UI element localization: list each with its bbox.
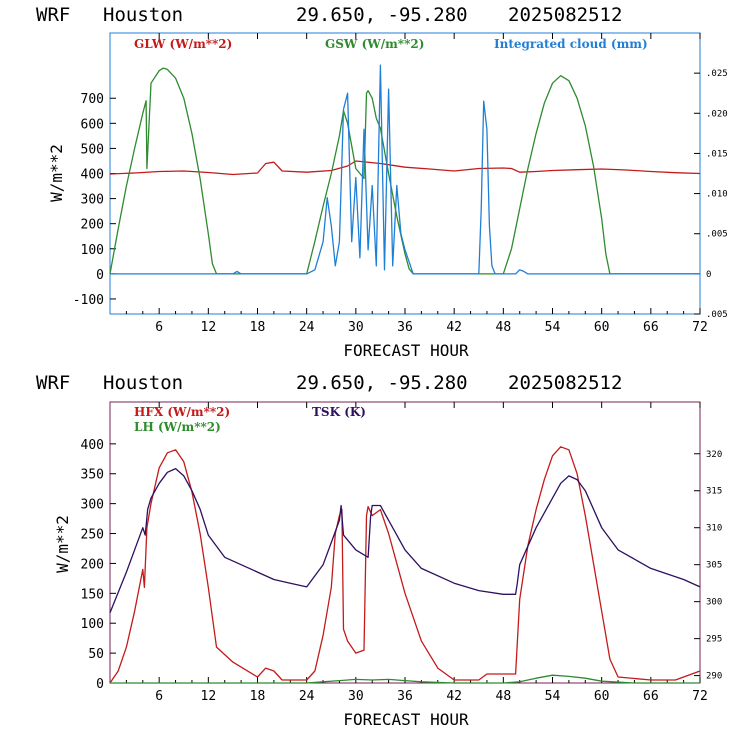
- series-line-red: [109, 160, 701, 176]
- y2-tick-label: 300: [706, 598, 722, 608]
- header-run-2: 2025082512: [508, 372, 622, 394]
- y2-tick-label: .005: [706, 230, 728, 240]
- x-tick-label: 18: [250, 689, 266, 704]
- series-line-green: [110, 674, 700, 684]
- series-line-red: [109, 446, 701, 684]
- y-tick-label: 100: [81, 243, 104, 258]
- y-tick-label: 300: [81, 193, 104, 208]
- y-tick-label: 50: [88, 647, 104, 662]
- series-line-green: [109, 67, 700, 275]
- y-axis-label-2: W/m**2: [53, 515, 72, 573]
- y2-tick-label: 0: [706, 270, 711, 280]
- y2-tick-label: .020: [706, 109, 728, 119]
- y-tick-label: 200: [81, 557, 104, 572]
- y-tick-label: 400: [81, 168, 104, 183]
- panel-radiation: 6 12 18 24 30 36 42 48 54 60 66 72 -100 0 100 200 300 400…: [73, 32, 728, 335]
- y2-tick-label: .005: [706, 310, 728, 320]
- plot-frame: [109, 32, 701, 315]
- x-tick-label: 12: [201, 689, 217, 704]
- x-tick-label: 36: [397, 689, 413, 704]
- x-tick-label: 54: [545, 689, 561, 704]
- y2-tick-label: 315: [706, 487, 722, 497]
- x-tick-label: 42: [446, 689, 462, 704]
- x-tick-label: 18: [250, 320, 266, 335]
- y-tick-label: 400: [81, 438, 104, 453]
- series-line-blue: [110, 64, 700, 275]
- x-tick-label: 36: [397, 320, 413, 335]
- y2-tick-label: 290: [706, 672, 722, 682]
- x-tick-label: 42: [446, 320, 462, 335]
- x-tick-label: 12: [201, 320, 217, 335]
- x-tick-label: 48: [496, 320, 512, 335]
- y-tick-label: 300: [81, 498, 104, 513]
- header-run-1: 2025082512: [508, 4, 622, 26]
- x-tick-label: 48: [496, 689, 512, 704]
- x-tick-label: 24: [299, 689, 315, 704]
- y-tick-label: -100: [73, 293, 104, 308]
- header-location-1: Houston: [103, 4, 183, 26]
- x-axis-label-1: FORECAST HOUR: [343, 341, 469, 360]
- y2-tick-label: .025: [706, 69, 728, 79]
- y2-tick-label: 295: [706, 635, 722, 645]
- panel-surface-fluxes: 6 12 18 24 30 36 42 48 54 60 66 72 0 50 100 150 200 250 30…: [81, 401, 722, 704]
- y2-tick-label: 320: [706, 450, 722, 460]
- x-axis-label-2: FORECAST HOUR: [343, 710, 469, 729]
- y-tick-label: 100: [81, 617, 104, 632]
- x-tick-label: 6: [155, 320, 163, 335]
- y2-tick-label: .015: [706, 149, 728, 159]
- x-tick-label: 30: [348, 320, 364, 335]
- legend-entry: Integrated cloud (mm): [494, 37, 648, 51]
- header-coords-2: 29.650, -95.280: [296, 372, 468, 394]
- x-tick-label: 66: [643, 320, 659, 335]
- legend-entry: TSK (K): [312, 405, 366, 419]
- y-axis-label-1: W/m**2: [47, 144, 66, 202]
- x-tick-label: 24: [299, 320, 315, 335]
- legend-entry: HFX (W/m**2): [134, 405, 230, 419]
- y-tick-label: 0: [96, 677, 104, 692]
- y-tick-label: 500: [81, 142, 104, 157]
- y-tick-label: 150: [81, 587, 104, 602]
- plot-frame: [109, 401, 701, 684]
- x-tick-label: 72: [692, 689, 708, 704]
- x-tick-label: 30: [348, 689, 364, 704]
- header-model-2: WRF: [36, 372, 70, 394]
- x-tick-label: 66: [643, 689, 659, 704]
- x-tick-label: 60: [594, 320, 610, 335]
- header-location-2: Houston: [103, 372, 183, 394]
- legend-entry: GSW (W/m**2): [325, 37, 424, 51]
- legend-entry: LH (W/m**2): [134, 420, 221, 434]
- legend-entry: GLW (W/m**2): [134, 37, 232, 51]
- x-tick-label: 6: [155, 689, 163, 704]
- series-line-purple: [109, 467, 701, 614]
- y-tick-label: 0: [96, 268, 104, 283]
- y-tick-label: 700: [81, 92, 104, 107]
- y-tick-label: 250: [81, 528, 104, 543]
- header-model-1: WRF: [36, 4, 70, 26]
- x-tick-label: 54: [545, 320, 561, 335]
- y2-tick-label: 305: [706, 561, 722, 571]
- y-tick-label: 600: [81, 117, 104, 132]
- y2-tick-label: 310: [706, 524, 722, 534]
- y2-tick-label: .010: [706, 190, 728, 200]
- y-tick-label: 350: [81, 468, 104, 483]
- header-coords-1: 29.650, -95.280: [296, 4, 468, 26]
- x-tick-label: 60: [594, 689, 610, 704]
- x-tick-label: 72: [692, 320, 708, 335]
- y-tick-label: 200: [81, 218, 104, 233]
